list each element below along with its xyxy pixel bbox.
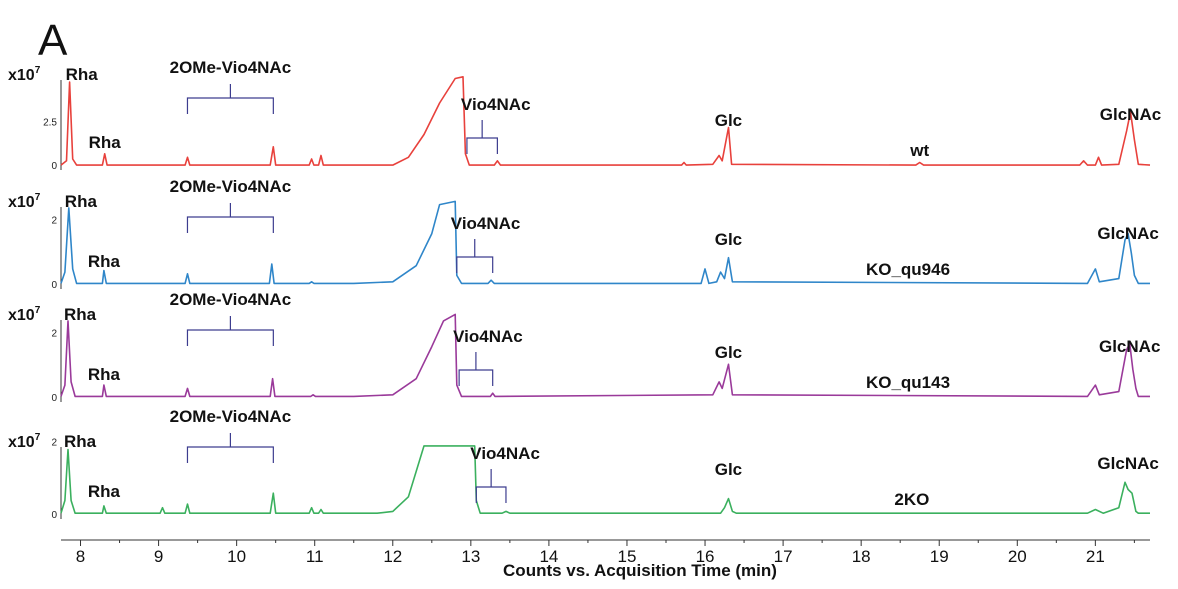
x-axis-label: Counts vs. Acquisition Time (min) bbox=[503, 561, 777, 580]
trace-panels: 0 2.5 x107 Rha Rha 2OMe-Vio4NAc Vio4NAc Glc wt Gl… bbox=[8, 58, 1161, 521]
y-tick-label: 0 bbox=[51, 510, 57, 521]
x-tick-label: 12 bbox=[383, 547, 402, 566]
x-tick-label: 16 bbox=[696, 547, 715, 566]
peak-label: Rha bbox=[88, 365, 121, 384]
y-tick-label: 2 bbox=[51, 216, 57, 227]
y-axis-scale-label: x107 bbox=[8, 432, 41, 451]
peak-group-label: Vio4NAc bbox=[470, 444, 540, 463]
x-tick-label: 8 bbox=[76, 547, 85, 566]
y-axis-scale-label: x107 bbox=[8, 65, 41, 84]
peak-group-label: 2OMe-Vio4NAc bbox=[170, 58, 292, 77]
x-tick-label: 13 bbox=[461, 547, 480, 566]
annotation-bracket bbox=[466, 120, 498, 154]
x-tick-label: 20 bbox=[1008, 547, 1027, 566]
panel-KO_qu143: 0 2 x107 Rha Rha 2OMe-Vio4NAc Vio4NAc Glc KO_qu1… bbox=[8, 290, 1160, 404]
peak-group-label: Vio4NAc bbox=[461, 95, 531, 114]
x-tick-label: 19 bbox=[930, 547, 949, 566]
panel-2KO: 0 2 x107 Rha Rha 2OMe-Vio4NAc Vio4NAc Glc 2KO Glc… bbox=[8, 407, 1159, 521]
x-tick-label: 15 bbox=[618, 547, 637, 566]
trace-line-2KO bbox=[60, 445, 1150, 514]
x-tick-label: 14 bbox=[539, 547, 558, 566]
y-tick-label: 2.5 bbox=[43, 117, 57, 128]
peak-label: Rha bbox=[89, 133, 122, 152]
peak-group-label: Vio4NAc bbox=[451, 214, 521, 233]
panel-label: A bbox=[38, 16, 68, 65]
y-axis-exponent: 7 bbox=[35, 65, 41, 76]
peak-label: Glc bbox=[715, 343, 742, 362]
peak-label: Rha bbox=[66, 65, 99, 84]
y-axis-scale-label: x107 bbox=[8, 305, 41, 324]
peak-group-label: 2OMe-Vio4NAc bbox=[170, 177, 292, 196]
y-axis-exponent: 7 bbox=[35, 192, 41, 203]
sample-label: 2KO bbox=[894, 490, 929, 509]
sample-label: KO_qu946 bbox=[866, 260, 950, 279]
sample-label: KO_qu143 bbox=[866, 373, 950, 392]
y-tick-label: 0 bbox=[51, 161, 57, 172]
annotation-bracket bbox=[456, 239, 494, 273]
annotation-bracket bbox=[186, 316, 274, 346]
trace-line-KO_qu143 bbox=[60, 313, 1150, 398]
annotation-bracket bbox=[186, 84, 274, 114]
annotation-bracket bbox=[475, 469, 507, 503]
panel-wt: 0 2.5 x107 Rha Rha 2OMe-Vio4NAc Vio4NAc Glc wt Gl… bbox=[8, 58, 1161, 172]
x-tick-label: 9 bbox=[154, 547, 163, 566]
peak-label: Rha bbox=[88, 252, 121, 271]
peak-group-label: 2OMe-Vio4NAc bbox=[170, 407, 292, 426]
peak-label: GlcNAc bbox=[1099, 337, 1160, 356]
x-tick-label: 10 bbox=[227, 547, 246, 566]
x-tick-label: 18 bbox=[852, 547, 871, 566]
y-tick-label: 0 bbox=[51, 280, 57, 291]
peak-label: GlcNAc bbox=[1100, 105, 1161, 124]
peak-group-label: Vio4NAc bbox=[453, 327, 523, 346]
peak-label: GlcNAc bbox=[1097, 224, 1158, 243]
panel-KO_qu946: 0 2 x107 Rha Rha 2OMe-Vio4NAc Vio4NAc Glc KO_qu9… bbox=[8, 177, 1159, 291]
x-tick-label: 17 bbox=[774, 547, 793, 566]
peak-label: Rha bbox=[65, 192, 98, 211]
y-axis-exponent: 7 bbox=[35, 305, 41, 316]
x-tick-label: 21 bbox=[1086, 547, 1105, 566]
peak-group-label: 2OMe-Vio4NAc bbox=[170, 290, 292, 309]
annotation-bracket bbox=[458, 352, 494, 386]
y-axis-scale-label: x107 bbox=[8, 192, 41, 211]
y-axis-exponent: 7 bbox=[35, 432, 41, 443]
sample-label: wt bbox=[909, 141, 929, 160]
peak-label: Glc bbox=[715, 230, 742, 249]
peak-label: GlcNAc bbox=[1097, 454, 1158, 473]
peak-label: Glc bbox=[715, 111, 742, 130]
trace-line-KO_qu946 bbox=[60, 200, 1150, 285]
trace-line-wt bbox=[60, 76, 1151, 166]
x-axis: 8 9 10 11 12 13 14 15 16 17 18 19 20 21 bbox=[61, 539, 1150, 566]
annotation-bracket bbox=[186, 203, 274, 233]
peak-label: Rha bbox=[64, 432, 97, 451]
y-tick-label: 0 bbox=[51, 393, 57, 404]
peak-label: Rha bbox=[88, 482, 121, 501]
x-tick-label: 11 bbox=[306, 547, 324, 566]
y-tick-label: 2 bbox=[51, 329, 57, 340]
y-tick-label: 2 bbox=[51, 437, 57, 448]
peak-label: Rha bbox=[64, 305, 97, 324]
peak-label: Glc bbox=[715, 460, 742, 479]
annotation-bracket bbox=[186, 433, 274, 463]
